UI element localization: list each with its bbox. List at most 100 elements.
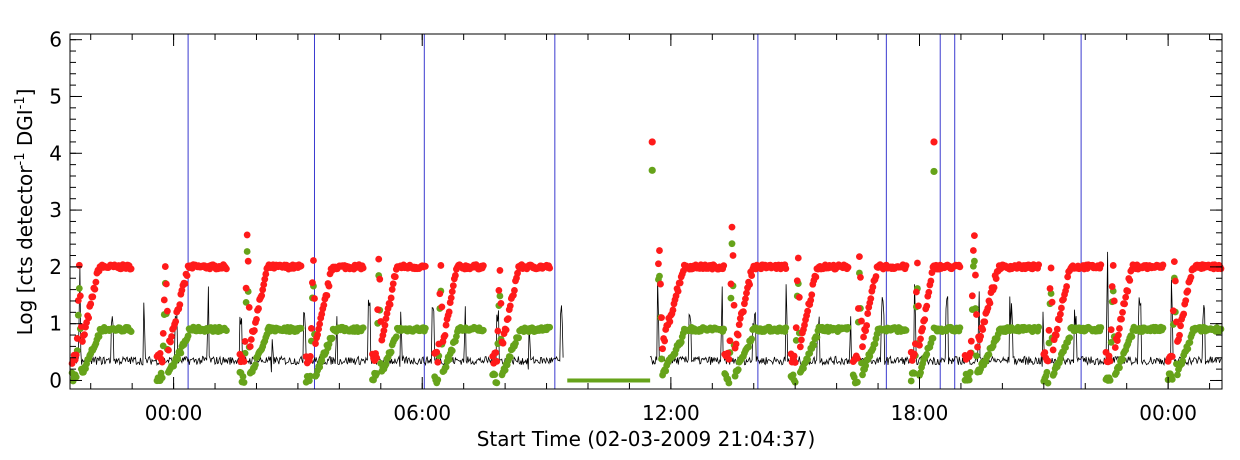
red-dot (445, 308, 453, 316)
red-dot (1048, 298, 1056, 306)
green-dot (512, 339, 519, 347)
green-outlier-dot (648, 166, 656, 174)
x-axis-title: Start Time (02-03-2009 21:04:37) (477, 427, 816, 451)
red-dot (156, 350, 164, 357)
red-dot (325, 282, 333, 290)
green-dot (72, 373, 80, 381)
red-dot (1035, 261, 1043, 269)
red-dot (655, 260, 662, 268)
red-dot (1180, 310, 1188, 318)
green-dot (95, 333, 103, 340)
red-dot (436, 290, 444, 298)
red-dot (782, 265, 790, 272)
green-dot (421, 324, 429, 332)
red-outlier-dot (930, 138, 938, 146)
y-axis-title-sup2: -1 (13, 96, 28, 109)
red-dot (656, 247, 663, 254)
red-dot (795, 293, 803, 301)
red-dot (792, 324, 800, 332)
red-dot (658, 314, 665, 322)
red-dot (790, 352, 798, 360)
red-dot (183, 272, 191, 279)
green-dot (501, 366, 509, 374)
red-dot (1046, 285, 1054, 292)
red-dot (247, 336, 255, 343)
green-dot (1174, 371, 1181, 379)
green-dot-series (68, 166, 1225, 387)
red-dot (992, 275, 1000, 283)
red-dot (447, 294, 455, 302)
green-dot (359, 324, 367, 332)
red-dot (1052, 331, 1060, 339)
red-dot (261, 275, 269, 283)
red-dot (1044, 357, 1052, 365)
green-dot (392, 333, 400, 341)
red-dot (724, 349, 732, 357)
red-dot (161, 263, 169, 270)
x-tick-label: 00:00 (145, 401, 203, 425)
red-dot (912, 288, 920, 296)
green-dot (434, 376, 442, 384)
red-dot (181, 280, 189, 287)
green-dot (1184, 345, 1192, 353)
green-dot (242, 298, 250, 306)
red-dot (862, 327, 870, 335)
red-dot (260, 281, 268, 288)
red-dot (1064, 273, 1072, 281)
green-dot (1043, 368, 1051, 376)
red-dot (743, 289, 750, 297)
red-dot (659, 345, 666, 353)
red-dot (382, 315, 390, 323)
red-dot (1097, 261, 1105, 269)
red-dot (493, 357, 501, 365)
green-dot (1159, 324, 1167, 332)
green-dot (239, 373, 247, 380)
red-dot (853, 354, 861, 362)
green-dot (985, 351, 993, 358)
red-dot (310, 257, 317, 264)
x-tick-label: 18:00 (891, 401, 949, 425)
red-dot (1045, 326, 1053, 334)
red-dot (1111, 344, 1119, 351)
red-dot (1113, 337, 1121, 344)
y-tick-label: 2 (49, 255, 62, 279)
red-dot (306, 352, 314, 360)
green-dot (373, 370, 381, 377)
green-dot (243, 248, 251, 255)
red-dot (165, 346, 172, 354)
red-dot (546, 264, 554, 272)
red-dot (1049, 346, 1057, 354)
red-dot (793, 277, 801, 285)
black-line-series (69, 251, 1222, 373)
red-dot (856, 253, 863, 261)
red-dot (79, 338, 86, 345)
green-dot (1119, 356, 1126, 363)
green-dot (1044, 379, 1052, 387)
red-dot (244, 257, 252, 265)
red-dot (1110, 297, 1118, 305)
green-dot (973, 352, 980, 360)
red-dot (72, 351, 80, 359)
red-dot (172, 318, 180, 325)
green-dot (850, 373, 858, 381)
red-dot (245, 303, 253, 311)
red-dot (864, 310, 872, 317)
red-dot (729, 252, 737, 259)
red-dot (669, 306, 677, 314)
green-dot (677, 338, 685, 346)
red-dot (967, 337, 975, 345)
red-dot (981, 318, 989, 326)
green-dot (297, 324, 305, 332)
red-dot (1063, 283, 1071, 290)
red-dot (451, 272, 459, 279)
green-dot (442, 363, 450, 371)
red-dot (176, 301, 184, 309)
green-dot (515, 334, 522, 342)
green-dot (240, 379, 248, 386)
green-dot (1217, 325, 1225, 333)
red-dot (990, 284, 998, 291)
red-dot-series (68, 138, 1225, 367)
red-dot (968, 292, 976, 300)
black-line-path (69, 251, 1222, 373)
red-dot (1115, 331, 1122, 339)
